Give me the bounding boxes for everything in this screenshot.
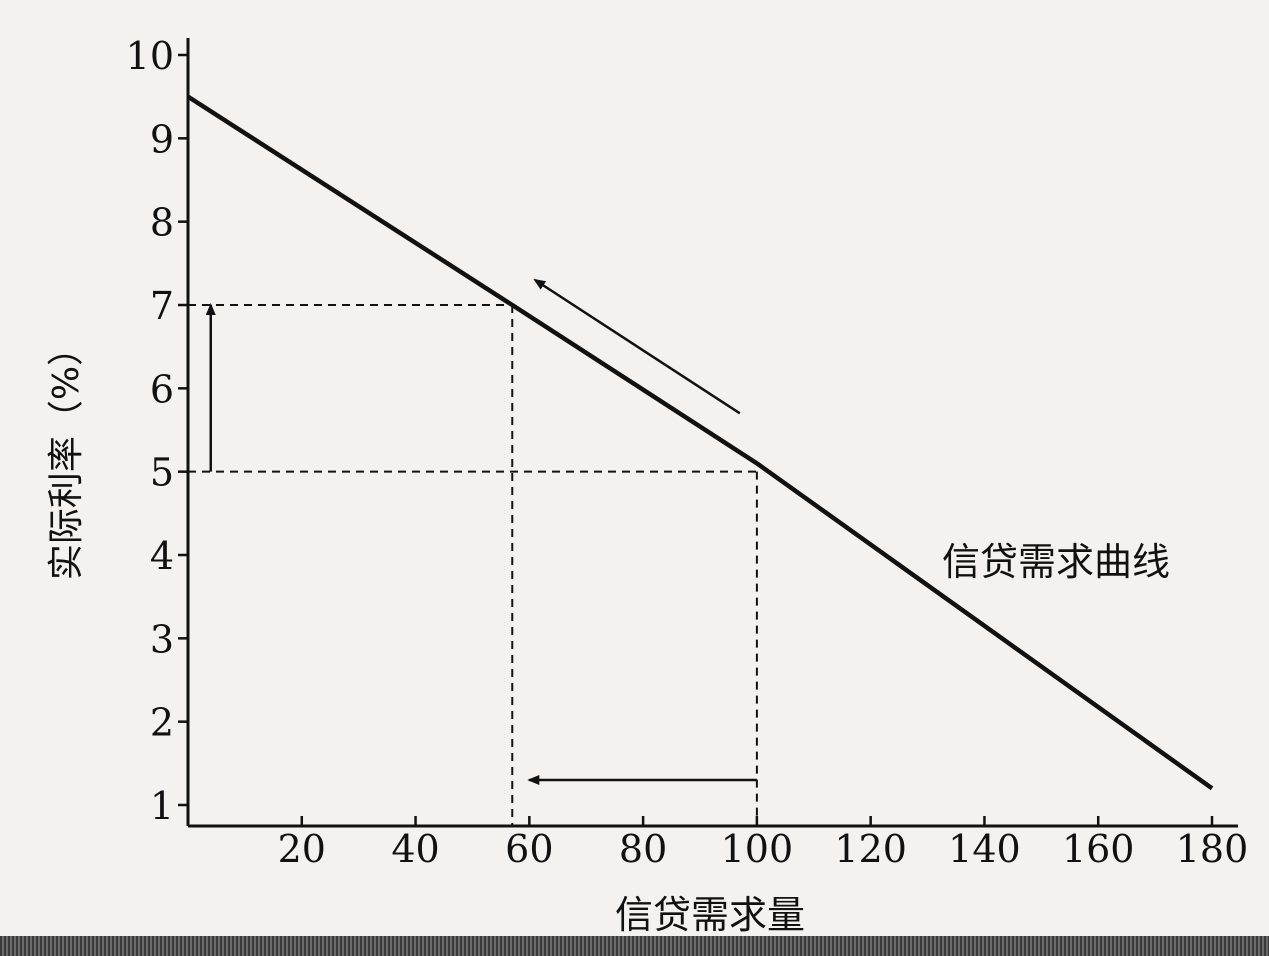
y-tick-label: 7 — [150, 284, 174, 328]
annotation-arrow — [533, 278, 741, 415]
series-label: 信贷需求曲线 — [942, 540, 1170, 584]
y-tick-label: 2 — [150, 701, 174, 745]
demand-curve-line — [186, 94, 1214, 791]
y-tick-label: 8 — [150, 201, 174, 245]
x-tick-label: 140 — [948, 827, 1021, 871]
x-tick-label: 120 — [834, 827, 907, 871]
x-tick-label: 40 — [391, 827, 439, 871]
y-tick-label: 10 — [126, 34, 174, 78]
tick-marks: 20 40 60 80 100 120 140 160 180 1 2 3 4 5 6 7 8 9 10 — [126, 34, 1249, 871]
reference-lines — [188, 304, 758, 826]
x-tick-label: 100 — [721, 827, 794, 871]
x-tick-label: 20 — [278, 827, 326, 871]
x-tick-label: 180 — [1176, 827, 1249, 871]
y-tick-label: 6 — [150, 367, 174, 411]
page-edge-band — [0, 936, 1269, 956]
chart-svg: 20 40 60 80 100 120 140 160 180 1 2 3 4 5 6 7 8 9 10 信贷需求曲… — [46, 34, 1249, 936]
labels: 信贷需求曲线 信贷需求量 实际利率（%） — [46, 330, 1170, 936]
y-tick-label: 3 — [150, 617, 174, 661]
x-axis-title: 信贷需求量 — [615, 893, 805, 936]
x-tick-label: 160 — [1062, 827, 1135, 871]
y-tick-label: 9 — [150, 117, 174, 161]
x-tick-label: 60 — [505, 827, 553, 871]
series — [186, 94, 1214, 791]
y-tick-label: 5 — [150, 451, 174, 495]
axes — [186, 38, 1238, 828]
y-tick-label: 4 — [150, 534, 174, 578]
x-tick-label: 80 — [619, 827, 667, 871]
annotation-arrows — [205, 278, 757, 785]
y-tick-label: 1 — [150, 784, 174, 828]
y-axis-title: 实际利率（%） — [46, 330, 87, 580]
